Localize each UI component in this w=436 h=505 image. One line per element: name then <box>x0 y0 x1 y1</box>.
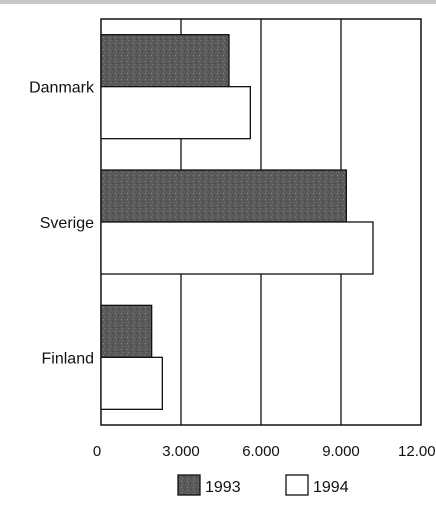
legend-swatch-1994 <box>285 474 309 496</box>
legend-label-1993: 1993 <box>205 479 241 496</box>
bar-sverige-1994 <box>100 221 374 275</box>
bar-sverige-1993 <box>100 169 347 223</box>
x-tick-label: 0 <box>93 443 101 460</box>
bar-finland-1994 <box>100 356 163 410</box>
scan-edge-band <box>0 0 436 4</box>
x-tick-label: 6.000 <box>242 443 280 460</box>
bar-danmark-1993 <box>100 34 230 88</box>
category-label-finland: Finland <box>42 350 94 367</box>
x-tick-label: 3.000 <box>162 443 200 460</box>
x-tick-label: 9.000 <box>322 443 360 460</box>
category-label-sverige: Sverige <box>40 215 94 232</box>
legend-label-1994: 1994 <box>313 479 349 496</box>
legend-swatch-1993 <box>177 474 201 496</box>
bar-finland-1993 <box>100 304 153 358</box>
bar-danmark-1994 <box>100 86 251 140</box>
category-label-danmark: Danmark <box>29 80 95 97</box>
x-tick-label: 12.000 <box>398 443 436 460</box>
